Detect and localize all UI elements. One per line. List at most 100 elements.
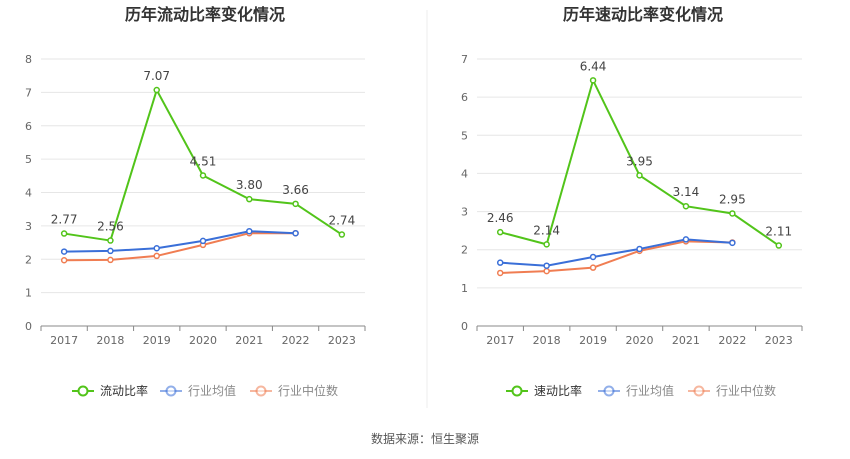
- data-point: [729, 210, 736, 217]
- legend-item[interactable]: 流动比率: [72, 383, 148, 398]
- data-point: [729, 239, 736, 247]
- x-tick-label: 2018: [96, 334, 124, 347]
- y-tick-label: 3: [461, 206, 468, 219]
- y-tick-label: 6: [461, 91, 468, 104]
- legend-marker-icon: [603, 385, 615, 397]
- legend-item[interactable]: 速动比率: [506, 383, 582, 398]
- legend-item[interactable]: 行业均值: [598, 383, 674, 398]
- y-tick-label: 1: [25, 287, 32, 300]
- data-label: 2.77: [51, 213, 78, 227]
- data-label: 6.44: [580, 59, 607, 73]
- x-tick-label: 2021: [672, 334, 700, 347]
- data-label: 2.14: [533, 223, 560, 237]
- y-tick-label: 6: [25, 120, 32, 133]
- chart-current-ratio: 历年流动比率变化情况 0 1 2 3 4 5 6 7 8 2017 2018 2019 2020 2021 2…: [25, 5, 366, 398]
- legend-label: 速动比率: [534, 383, 582, 398]
- x-tick-label: 2022: [718, 334, 746, 347]
- y-tick-label: 1: [461, 282, 468, 295]
- data-point: [496, 259, 504, 266]
- y-tick-label: 0: [461, 320, 468, 333]
- data-point: [246, 195, 253, 203]
- x-tick-label: 2019: [143, 334, 171, 347]
- legend-label: 行业中位数: [716, 383, 776, 398]
- data-label: 2.74: [328, 214, 355, 228]
- x-tick-label: 2017: [50, 334, 78, 347]
- x-tick-label: 2023: [765, 334, 793, 347]
- data-point: [60, 257, 68, 264]
- data-label: 2.11: [765, 225, 792, 239]
- series-line: [64, 230, 296, 253]
- y-tick-label: 4: [461, 167, 468, 180]
- data-label: 2.56: [97, 220, 124, 234]
- data-label: 2.95: [719, 192, 746, 206]
- legend-label: 流动比率: [100, 383, 148, 398]
- data-point: [107, 237, 114, 244]
- data-point: [589, 253, 597, 261]
- data-point: [153, 86, 160, 94]
- data-point: [60, 230, 68, 237]
- y-tick-label: 2: [25, 253, 32, 266]
- data-point: [107, 247, 114, 255]
- y-tick-label: 3: [25, 220, 32, 233]
- y-tick-label: 7: [25, 86, 32, 99]
- legend-marker-icon: [693, 385, 705, 397]
- x-tick-label: 2017: [486, 334, 514, 347]
- x-tick-label: 2019: [579, 334, 607, 347]
- legend-item[interactable]: 行业均值: [160, 383, 236, 398]
- legend-marker-icon: [165, 385, 177, 397]
- legend-label: 行业均值: [188, 383, 236, 398]
- data-point: [589, 264, 597, 271]
- y-tick-label: 5: [461, 129, 468, 142]
- data-point: [496, 228, 504, 236]
- series-line: [500, 240, 733, 274]
- data-point: [199, 172, 207, 179]
- series-line: [500, 238, 733, 267]
- data-point: [246, 227, 253, 235]
- x-tick-label: 2020: [189, 334, 217, 347]
- x-tick-label: 2018: [533, 334, 561, 347]
- legend-marker-icon: [77, 385, 89, 397]
- data-label: 3.66: [282, 183, 309, 197]
- x-tick-label: 2021: [235, 334, 263, 347]
- data-point: [292, 229, 299, 237]
- y-tick-label: 8: [25, 53, 32, 66]
- data-point: [543, 267, 550, 275]
- data-point: [153, 244, 160, 252]
- x-tick-label: 2020: [626, 334, 654, 347]
- data-point: [60, 248, 68, 255]
- legend-label: 行业均值: [626, 383, 674, 398]
- data-label: 3.80: [236, 178, 263, 192]
- data-point: [543, 241, 550, 248]
- legend-item[interactable]: 行业中位数: [250, 383, 338, 398]
- legend-marker-icon: [255, 385, 267, 397]
- y-tick-label: 2: [461, 244, 468, 257]
- data-point: [153, 252, 160, 260]
- data-label: 3.95: [626, 154, 653, 168]
- source-note: 数据来源：恒生聚源: [370, 432, 479, 446]
- data-point: [543, 262, 550, 269]
- data-label: 7.07: [143, 69, 170, 83]
- legend-item[interactable]: 行业中位数: [688, 383, 776, 398]
- data-point: [589, 77, 597, 84]
- chart-quick-ratio: 历年速动比率变化情况 0 1 2 3 4 5 6 7 2017 2018 2019 2020 2021 20…: [461, 5, 803, 398]
- data-point: [199, 237, 207, 245]
- legend-marker-icon: [511, 385, 523, 397]
- x-tick-label: 2023: [328, 334, 356, 347]
- data-label: 4.51: [190, 154, 217, 168]
- data-point: [636, 172, 643, 179]
- chart-title: 历年流动比率变化情况: [125, 5, 285, 24]
- y-tick-label: 0: [25, 320, 32, 333]
- data-point: [292, 200, 299, 208]
- chart-title: 历年速动比率变化情况: [563, 5, 723, 24]
- y-tick-label: 5: [25, 153, 32, 166]
- data-point: [107, 256, 114, 264]
- legend-label: 行业中位数: [278, 383, 338, 398]
- y-tick-label: 4: [25, 187, 32, 200]
- data-label: 3.14: [673, 185, 700, 199]
- data-label: 2.46: [487, 211, 514, 225]
- data-point: [338, 231, 346, 238]
- data-point: [775, 242, 783, 249]
- series-line: [64, 232, 296, 262]
- data-point: [496, 269, 504, 277]
